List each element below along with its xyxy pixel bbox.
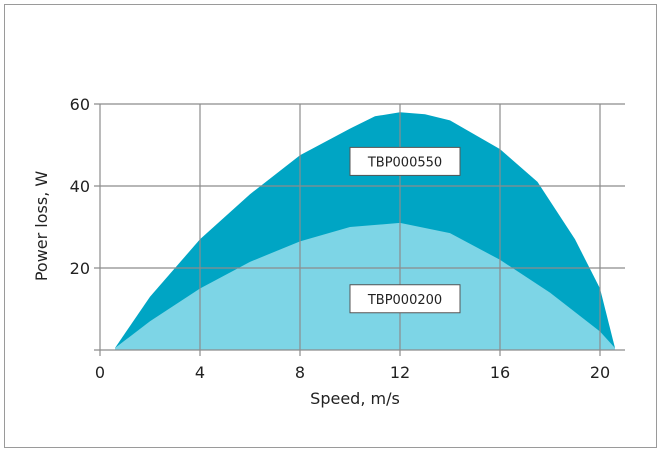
y-tick-label: 20 [70,259,90,278]
series-label-tbp000200: TBP000200 [349,284,461,314]
y-axis-label: Power loss, W [32,171,51,282]
series-label-text: TBP000550 [367,155,442,170]
x-tick-label: 20 [590,363,610,382]
x-tick-label: 4 [195,363,205,382]
tick-labels: 0 4 8 12 16 20 20 40 60 [70,95,611,382]
x-tick-label: 12 [390,363,410,382]
x-tick-label: 8 [295,363,305,382]
series-label-box [349,284,461,314]
x-tick-label: 0 [95,363,105,382]
x-tick-label: 16 [490,363,510,382]
y-tick-label: 60 [70,95,90,114]
gridlines [94,103,625,356]
series-label-box [349,146,461,176]
series-label-tbp000550: TBP000550 [349,146,461,176]
series-label-text: TBP000200 [367,293,442,308]
x-axis-label: Speed, m/s [310,389,400,408]
y-tick-label: 40 [70,177,90,196]
series-labels: TBP000550 TBP000200 [349,146,461,314]
